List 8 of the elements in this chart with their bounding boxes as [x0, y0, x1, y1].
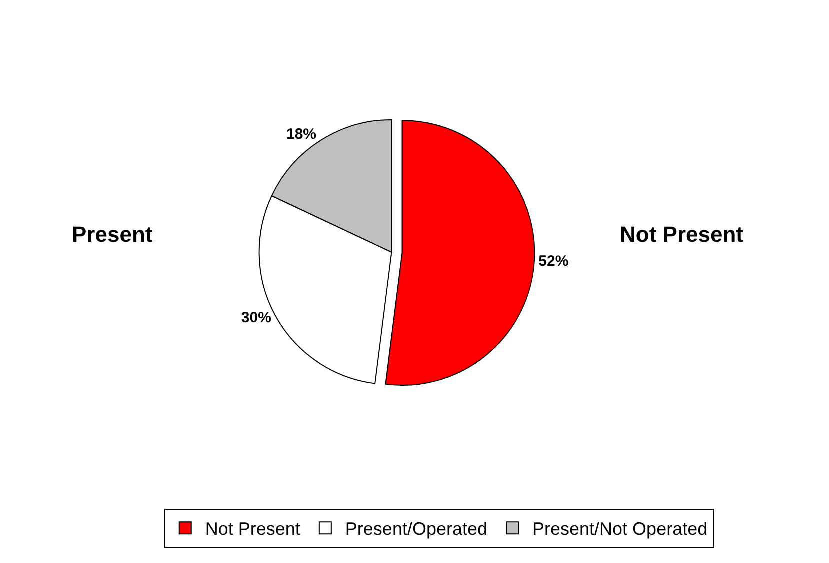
- text: Not Present: [620, 222, 744, 247]
- text: Present: [72, 222, 154, 247]
- data-label: 18%: [286, 126, 317, 144]
- legend-label: Not Present: [205, 519, 300, 540]
- legend-label: Present/Not Operated: [532, 519, 708, 540]
- data-label: 52%: [538, 252, 569, 270]
- legend-label: Present/Operated: [345, 519, 488, 540]
- data-label: 30%: [241, 310, 272, 327]
